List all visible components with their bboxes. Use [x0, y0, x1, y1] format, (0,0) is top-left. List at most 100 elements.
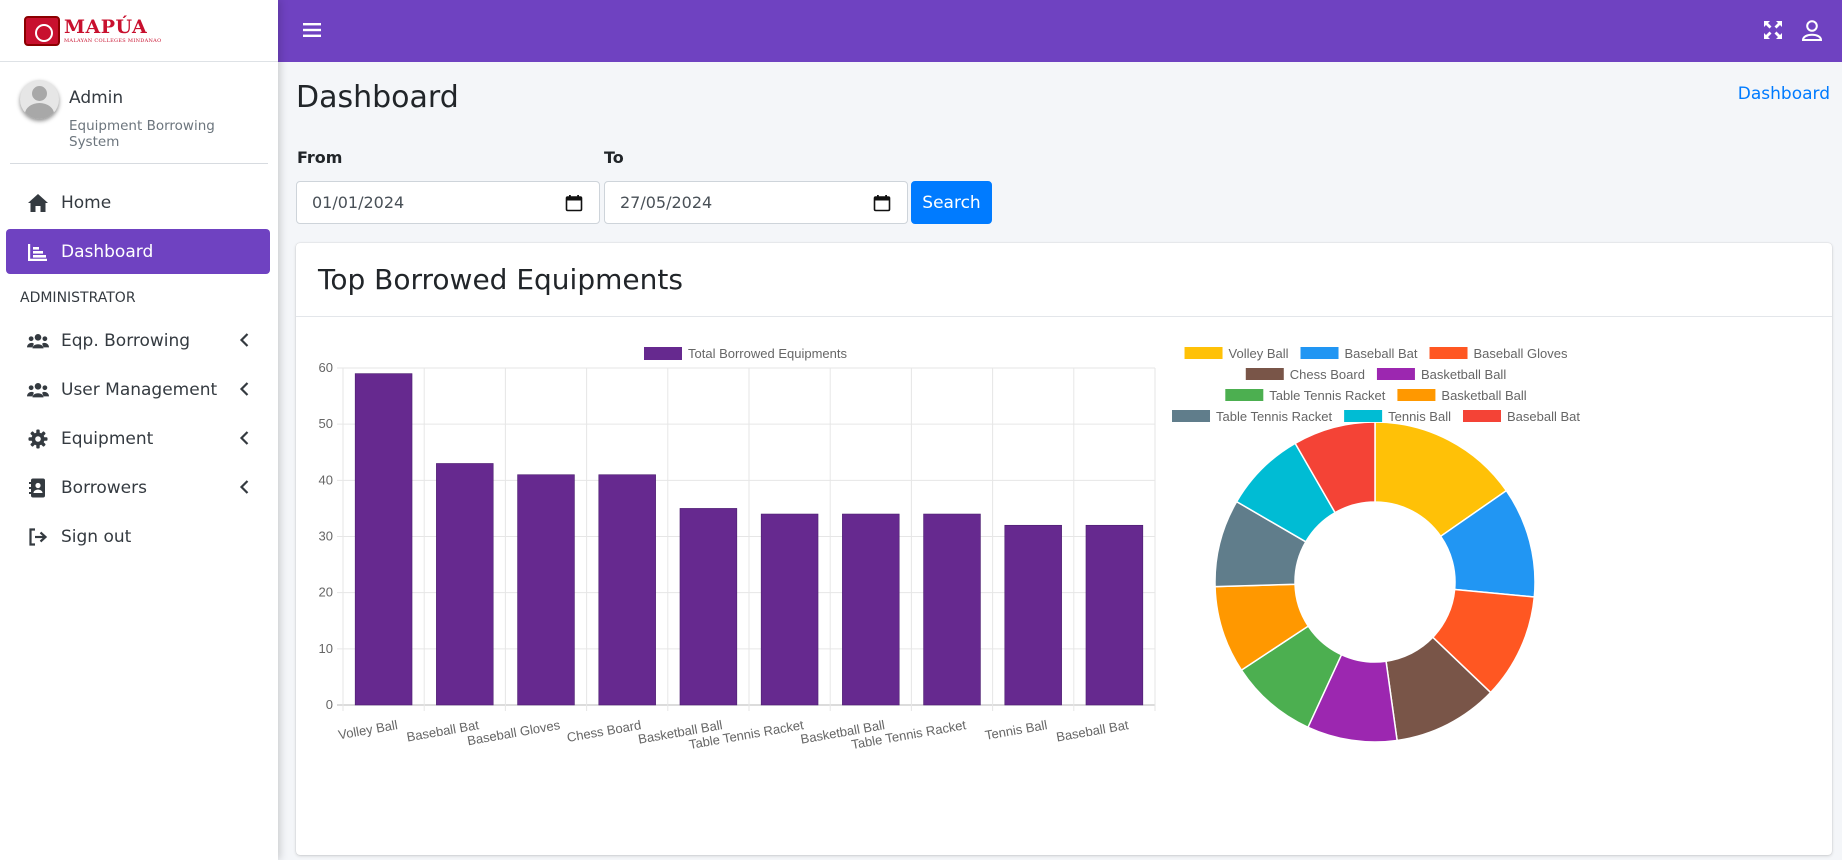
sidebar-item-label: Dashboard [61, 241, 154, 262]
legend-label: Chess Board [1290, 367, 1365, 382]
chevron-left-icon [239, 333, 249, 347]
sidebar-nav: Home Dashboard ADMINISTRATOR Eqp. Borrow… [6, 180, 270, 563]
seal-icon [24, 15, 60, 46]
legend-label: Volley Ball [1229, 346, 1289, 361]
chart-icon [27, 241, 49, 263]
bar [598, 474, 656, 706]
sidebar-item-label: Eqp. Borrowing [61, 330, 191, 351]
sidebar-item-home[interactable]: Home [6, 180, 270, 225]
from-label: From [297, 148, 343, 167]
legend-swatch [1245, 368, 1284, 380]
user-panel: Admin Equipment Borrowing System [10, 62, 268, 164]
legend-label: Baseball Gloves [1474, 346, 1568, 361]
sidebar-item-label: Home [61, 192, 112, 213]
legend-swatch [1429, 347, 1468, 359]
brand-logo[interactable]: MAPÚA MALAYAN COLLEGES MINDANAO [24, 15, 162, 46]
legend-swatch [1344, 410, 1383, 422]
users-icon [27, 330, 49, 352]
bar [679, 508, 738, 706]
bar [923, 513, 981, 706]
y-tick-label: 40 [319, 472, 333, 487]
sidebar: MAPÚA MALAYAN COLLEGES MINDANAO Admin Eq… [0, 0, 278, 860]
legend-label: Table Tennis Racket [1269, 388, 1385, 403]
bar [760, 513, 819, 706]
legend-label: Table Tennis Racket [1216, 409, 1332, 424]
calendar-icon[interactable] [565, 194, 583, 212]
gear-icon [27, 428, 49, 450]
chevron-left-icon [239, 431, 249, 445]
fullscreen-icon[interactable] [1762, 19, 1784, 41]
to-label: To [604, 148, 624, 167]
brand-name: MAPÚA [64, 15, 148, 38]
chevron-left-icon [239, 480, 249, 494]
bar-chart: 0 10 20 30 40 50 60 Volley Ball Baseball Bat Base… [319, 346, 1156, 752]
user-icon[interactable] [1800, 18, 1824, 42]
address-book-icon [27, 477, 49, 499]
y-tick-label: 60 [319, 360, 333, 375]
sidebar-item-borrowers[interactable]: Borrowers [6, 465, 270, 510]
breadcrumb[interactable]: Dashboard [1737, 84, 1830, 104]
y-tick-label: 30 [319, 529, 333, 544]
x-tick-label: Baseball Gloves [466, 717, 562, 748]
users-icon [27, 379, 49, 401]
x-tick-label: Volley Ball [337, 717, 399, 742]
to-date-input[interactable]: 27/05/2024 [604, 181, 908, 224]
sidebar-item-label: Sign out [61, 526, 132, 547]
card-title: Top Borrowed Equipments [318, 263, 683, 296]
sidebar-item-user-management[interactable]: User Management [6, 367, 270, 412]
from-date-input[interactable]: 01/01/2024 [296, 181, 600, 224]
bar [354, 373, 413, 706]
bar [1085, 524, 1144, 706]
to-date-value: 27/05/2024 [620, 193, 713, 212]
top-borrowed-card: Top Borrowed Equipments 0 10 20 30 40 50 60 Vol… [296, 243, 1832, 855]
legend-label: Basketball Ball [1441, 388, 1526, 403]
from-date-value: 01/01/2024 [312, 193, 405, 212]
bar [517, 474, 575, 706]
search-button[interactable]: Search [911, 181, 992, 224]
top-navbar [278, 0, 1842, 62]
sidebar-item-sign-out[interactable]: Sign out [6, 514, 270, 559]
legend-swatch [1300, 347, 1339, 359]
chevron-left-icon [239, 382, 249, 396]
sign-out-icon [27, 526, 49, 548]
sidebar-section-header: ADMINISTRATOR [20, 290, 136, 306]
brand[interactable]: MAPÚA MALAYAN COLLEGES MINDANAO [0, 0, 278, 62]
legend-label: Tennis Ball [1388, 409, 1451, 424]
x-tick-label: Chess Board [566, 717, 643, 745]
legend-swatch [1184, 347, 1223, 359]
legend-label: Basketball Ball [1421, 367, 1506, 382]
sidebar-item-label: Equipment [61, 428, 154, 449]
legend-label: Baseball Bat [1345, 346, 1418, 361]
sidebar-item-label: User Management [61, 379, 218, 400]
user-name[interactable]: Admin [69, 88, 124, 108]
sidebar-item-borrowing[interactable]: Eqp. Borrowing [6, 318, 270, 363]
hamburger-menu-icon[interactable] [302, 20, 322, 40]
card-header: Top Borrowed Equipments [296, 243, 1832, 317]
y-tick-label: 50 [319, 416, 333, 431]
bar [1004, 524, 1062, 706]
legend-swatch [1225, 389, 1264, 401]
x-tick-label: Baseball Bat [1055, 717, 1130, 745]
legend-label: Baseball Bat [1507, 409, 1580, 424]
sidebar-item-equipment[interactable]: Equipment [6, 416, 270, 461]
legend-swatch [644, 347, 682, 360]
y-tick-label: 0 [326, 697, 333, 712]
sidebar-item-dashboard[interactable]: Dashboard [6, 229, 270, 274]
calendar-icon[interactable] [873, 194, 891, 212]
sidebar-item-label: Borrowers [61, 477, 147, 498]
legend-swatch [1462, 410, 1501, 422]
y-tick-label: 10 [319, 641, 333, 656]
doughnut-chart: Volley Ball Baseball Bat Baseball Gloves Ch… [1172, 346, 1580, 743]
brand-subtitle: MALAYAN COLLEGES MINDANAO [64, 37, 162, 44]
legend-swatch [1397, 389, 1436, 401]
bar [436, 463, 494, 706]
avatar[interactable] [20, 80, 59, 119]
y-tick-label: 20 [319, 585, 333, 600]
page-title: Dashboard [296, 80, 459, 115]
charts-area: 0 10 20 30 40 50 60 Volley Ball Baseball Bat Base… [319, 346, 1581, 752]
legend-swatch [1172, 410, 1211, 422]
user-subtitle: Equipment Borrowing System [69, 118, 215, 150]
main-content: Dashboard Dashboard From To 01/01/2024 2… [278, 62, 1842, 860]
legend-label: Total Borrowed Equipments [688, 346, 847, 361]
bar [842, 513, 900, 706]
